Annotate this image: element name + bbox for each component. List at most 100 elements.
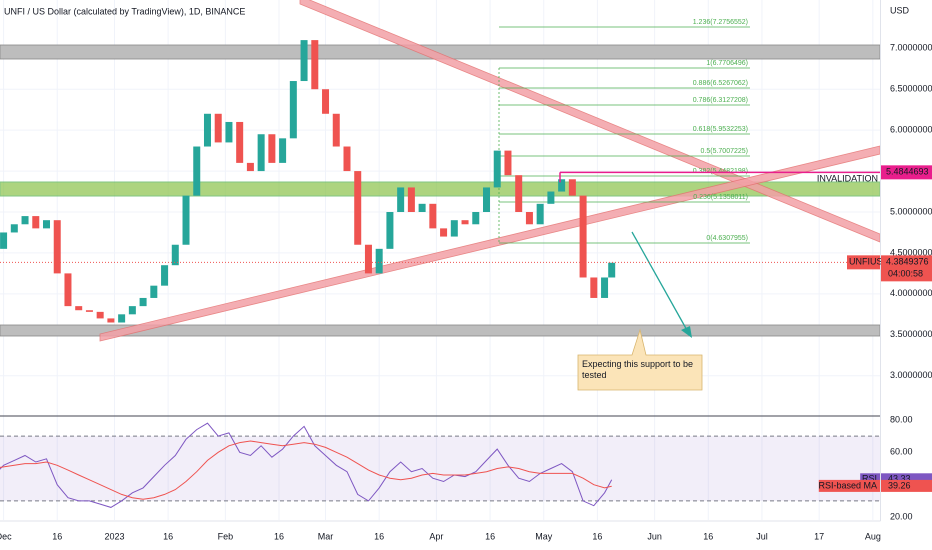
annotation: Expecting this support to be tested: [582, 359, 693, 380]
candle: [429, 203, 437, 229]
x-tick-label: 16: [485, 531, 495, 541]
candle: [440, 228, 448, 237]
candle: [483, 187, 491, 213]
candle: [472, 212, 480, 225]
fib-label: 0.886(6.5267062): [693, 80, 748, 87]
x-tick-label: 16: [163, 531, 173, 541]
candle: [601, 277, 609, 298]
candle: [579, 195, 587, 278]
x-tick-label: Apr: [429, 531, 443, 541]
candle: [568, 179, 576, 196]
countdown: 04:00:58: [888, 269, 923, 279]
rsi-band: [0, 436, 880, 501]
candle: [322, 89, 330, 114]
fib-label: 1.236(7.2756552): [693, 19, 748, 26]
candle: [161, 265, 169, 286]
candle: [407, 187, 415, 213]
arrow: [631, 231, 689, 333]
candle: [418, 203, 426, 213]
candle: [450, 220, 458, 237]
x-tick-label: Dec: [0, 531, 12, 541]
candle: [10, 224, 18, 233]
x-tick-label: Aug: [865, 531, 881, 541]
y-tick-label: 3.5000000: [890, 329, 932, 339]
x-tick-label: 16: [274, 531, 284, 541]
candle: [300, 40, 308, 82]
candle: [21, 216, 29, 225]
candle: [504, 150, 512, 176]
y-tick-label: 4.0000000: [890, 288, 932, 298]
fib-levels: 1.236(7.2756552) 1(6.7706496) 0.886(6.5267…: [499, 19, 750, 244]
x-tick-label: 16: [52, 531, 62, 541]
candle: [236, 121, 244, 163]
candle: [53, 220, 61, 274]
y-tick-label: 6.0000000: [890, 125, 932, 135]
candle: [493, 150, 501, 188]
chart-title: UNFI / US Dollar (calculated by TradingV…: [4, 6, 245, 16]
x-tick-label: May: [535, 531, 553, 541]
arrow-head: [681, 326, 692, 338]
candle: [386, 212, 394, 249]
fib-label: 0.5(5.7007225): [701, 148, 748, 155]
y-tick-label: 5.0000000: [890, 206, 932, 216]
price-tag: [881, 255, 932, 282]
fib-label: 0.236(5.1358011): [693, 194, 748, 201]
candle: [85, 310, 93, 312]
fib-label: 0(4.6307955): [706, 235, 748, 242]
candle: [311, 40, 319, 90]
x-tick-label: 16: [592, 531, 602, 541]
x-tick-label: 16: [374, 531, 384, 541]
candle: [547, 191, 555, 204]
candle: [107, 318, 115, 323]
candle: [182, 195, 190, 245]
invalidation-price: 5.4844693: [886, 167, 929, 177]
candle: [536, 203, 544, 225]
symbol-tag: [847, 255, 880, 270]
symbol-label: UNFIUSD: [849, 257, 889, 267]
candle: [257, 134, 265, 172]
rsi: [0, 422, 880, 508]
candle: [289, 81, 297, 139]
candle: [343, 146, 351, 172]
annotation-box: [577, 328, 703, 391]
invalidation-label: INVALIDATION: [817, 174, 878, 184]
x-tick-label: 16: [703, 531, 713, 541]
rsi-line: [0, 440, 612, 500]
x-tick-label: Feb: [218, 531, 234, 541]
candle: [461, 220, 469, 225]
candle: [225, 121, 233, 143]
candle: [246, 162, 254, 172]
candle: [118, 314, 126, 323]
rsi-tick-label: 80.00: [890, 414, 913, 424]
candle: [193, 146, 201, 196]
candle: [64, 273, 72, 307]
rsi-name: RSI: [862, 474, 877, 484]
candle: [279, 138, 287, 163]
candle: [203, 113, 211, 147]
rsi-name: RSI-based MA: [818, 480, 877, 490]
candle: [608, 262, 616, 278]
candle: [43, 220, 51, 229]
rsi-tick-label: 60.00: [890, 447, 913, 457]
candle: [558, 179, 566, 192]
rsi-line: [0, 422, 613, 508]
x-tick-label: Jun: [647, 531, 662, 541]
fib-label: 0.786(6.3127208): [693, 97, 748, 104]
candle: [354, 171, 362, 245]
candle: [590, 277, 598, 298]
candle: [171, 244, 179, 266]
y-axis-label: USD: [890, 5, 910, 15]
y-tick-label: 4.5000000: [890, 247, 932, 257]
candle: [375, 248, 383, 274]
last-price: 4.3849376: [886, 257, 929, 267]
rsi-value: 39.26: [888, 480, 911, 490]
fib-label: 1(6.7706496): [706, 60, 748, 67]
rsi-name-tag: [818, 479, 880, 492]
candle: [332, 113, 340, 147]
candle: [0, 232, 8, 249]
candle: [139, 297, 147, 307]
x-tick-label: 17: [814, 531, 824, 541]
fib-label: 0.382(5.4482198): [693, 168, 748, 175]
y-tick-label: 6.5000000: [890, 84, 932, 94]
